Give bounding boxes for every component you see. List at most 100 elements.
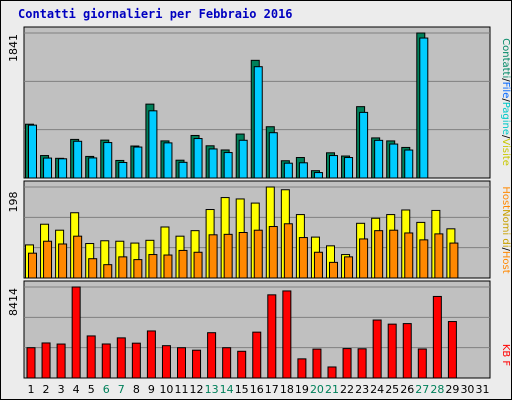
x-tick-label: 19 [295,383,309,396]
x-tick-label: 4 [73,383,80,396]
bar [357,348,367,379]
bar [193,251,203,279]
bar [298,237,308,279]
x-tick-label: 22 [340,383,354,396]
x-tick-label: 2 [43,383,50,396]
bar [101,343,111,379]
bar [283,223,293,279]
bar [133,146,143,179]
bar [86,335,96,379]
bar [387,323,397,379]
bar [282,290,292,379]
x-tick-label: 28 [430,383,444,396]
legend-item: KB F [500,344,511,367]
bar [161,345,171,379]
bar [253,66,263,179]
axis-max-label: 1841 [7,34,20,62]
bar [103,142,113,179]
bar [207,332,217,379]
bar [88,157,98,179]
bar [434,233,444,279]
bar [163,142,173,179]
bar [372,319,382,379]
x-tick-label: 15 [235,383,249,396]
x-tick-label: 29 [445,383,459,396]
x-tick-label: 3 [58,383,65,396]
x-tick-label: 14 [220,383,234,396]
bar [208,148,218,179]
bar [58,243,68,279]
x-tick-label: 7 [118,383,125,396]
x-tick-label: 25 [385,383,399,396]
x-tick-label: 30 [460,383,474,396]
x-tick-label: 16 [250,383,264,396]
bar [223,233,233,279]
x-tick-label: 17 [265,383,279,396]
x-tick-label: 31 [476,383,490,396]
legend-item: File [500,82,511,99]
bar [344,256,354,279]
bar [268,226,278,279]
bar [238,232,248,279]
x-tick-label: 21 [325,383,339,396]
bar [389,229,399,279]
bar [252,331,262,379]
bar [148,254,158,279]
axis-max-label: 198 [7,192,20,213]
bar [223,152,233,179]
legend-item: / [500,248,511,252]
bar [28,124,37,179]
bar [404,149,414,179]
bar [43,240,53,279]
legend-kbytes: KB F [500,344,511,367]
chart-title: Contatti giornalieri per Febbraio 2016 [18,7,293,21]
bar [41,342,51,379]
bar [146,330,156,379]
bar [267,294,277,379]
bar [419,239,429,279]
legend-sites: HostNomi di/Host [500,186,511,273]
bar [402,323,412,379]
bar [43,157,53,179]
bar [71,286,81,379]
bar [116,337,126,379]
legend-item: / [500,98,511,102]
x-tick-label: 9 [148,383,155,396]
bar [118,161,128,179]
bar [56,343,66,379]
bar [342,348,352,379]
bar [404,232,414,279]
bar [374,230,384,279]
bar [283,162,293,179]
bar [389,143,399,179]
legend-item: Pagine [500,102,511,135]
x-tick-label: 26 [400,383,414,396]
x-tick-label: 12 [190,383,204,396]
bar [73,235,83,279]
bar [327,366,337,379]
bar [208,234,218,279]
bar [148,110,158,179]
bar [449,242,459,279]
bar [237,350,247,379]
bar [268,132,278,179]
bar [432,295,442,379]
x-tick-label: 23 [355,383,369,396]
bar [417,348,427,379]
bar [359,111,369,179]
bar [28,252,37,279]
x-tick-label: 24 [370,383,384,396]
bar [177,347,186,379]
bar [419,37,429,179]
bar [447,321,457,379]
bar [359,238,369,279]
bar [329,261,338,279]
x-tick-label: 1 [28,383,35,396]
x-tick-label: 10 [159,383,173,396]
bar [222,347,232,379]
bar [163,254,173,279]
x-tick-label: 13 [205,383,219,396]
legend-hits: Contatti/File/Pagine/Visite [500,38,511,166]
bar [133,259,143,279]
